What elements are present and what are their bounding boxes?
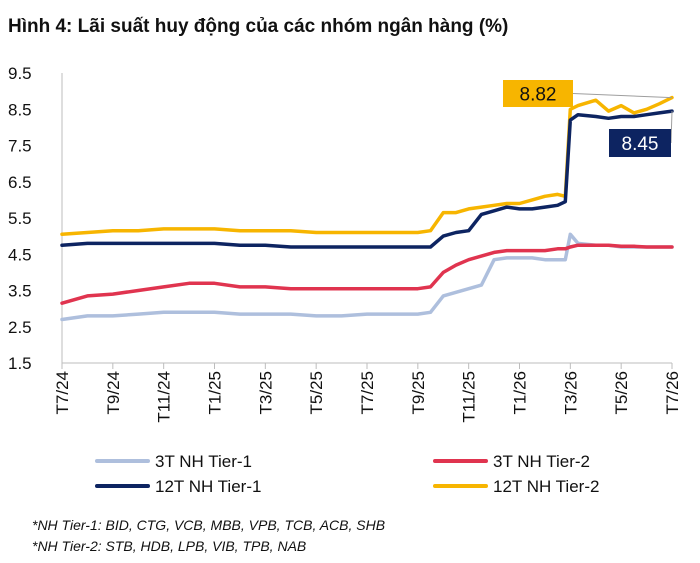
legend-label: 3T NH Tier-2 bbox=[493, 452, 590, 471]
callout-leader bbox=[572, 93, 673, 99]
y-tick-label: 8.5 bbox=[8, 100, 32, 119]
legend: 3T NH Tier-1 3T NH Tier-2 12T NH Tier-1 12T… bbox=[95, 452, 599, 496]
series-lines bbox=[60, 95, 674, 322]
series-line-12t-nh-tier-1 bbox=[60, 109, 674, 249]
legend-label: 3T NH Tier-1 bbox=[155, 452, 252, 471]
chart-title: Hình 4: Lãi suất huy động của các nhóm n… bbox=[8, 16, 509, 37]
x-tick-label: T9/25 bbox=[409, 371, 428, 414]
callout-box bbox=[503, 80, 573, 107]
legend-label: 12T NH Tier-2 bbox=[493, 477, 599, 496]
axes: 9.5 8.5 7.5 6.5 5.5 4.5 3.5 2.5 1.5 T7/24 T9/24 T11… bbox=[8, 64, 682, 423]
callout-label: 8.45 bbox=[622, 134, 659, 155]
x-tick-label: T7/25 bbox=[358, 371, 377, 414]
footnote-tier2: *NH Tier-2: STB, HDB, LPB, VIB, TPB, NAB bbox=[32, 538, 307, 554]
y-tick-label: 1.5 bbox=[8, 354, 32, 373]
y-tick-label: 2.5 bbox=[8, 318, 32, 337]
series-line-12t-nh-tier-2 bbox=[60, 95, 674, 237]
legend-label: 12T NH Tier-1 bbox=[155, 477, 261, 496]
x-tick-label: T5/25 bbox=[307, 371, 326, 414]
x-tick-label: T1/26 bbox=[511, 371, 530, 414]
y-tick-label: 7.5 bbox=[8, 137, 32, 156]
callout-label: 8.82 bbox=[520, 85, 557, 106]
x-tick-label: T1/25 bbox=[206, 371, 225, 414]
x-tick-label: T7/26 bbox=[663, 371, 682, 414]
y-tick-label: 9.5 bbox=[8, 64, 32, 83]
callouts: 8.82 8.45 bbox=[503, 80, 673, 157]
x-tick-label: T7/24 bbox=[53, 371, 72, 414]
footnotes: *NH Tier-1: BID, CTG, VCB, MBB, VPB, TCB… bbox=[32, 515, 385, 557]
y-tick-label: 5.5 bbox=[8, 209, 32, 228]
x-tick-label: T9/24 bbox=[104, 371, 123, 414]
callout-box bbox=[609, 129, 671, 157]
x-tick-label: T11/24 bbox=[155, 371, 174, 423]
x-tick-label: T11/25 bbox=[460, 371, 479, 423]
x-tick-label: T3/25 bbox=[256, 371, 275, 414]
callout-leader bbox=[670, 111, 673, 144]
y-tick-label: 4.5 bbox=[8, 245, 32, 264]
y-tick-label: 6.5 bbox=[8, 173, 32, 192]
y-tick-label: 3.5 bbox=[8, 282, 32, 301]
x-tick-label: T5/26 bbox=[612, 371, 631, 414]
footnote-tier1: *NH Tier-1: BID, CTG, VCB, MBB, VPB, TCB… bbox=[32, 517, 386, 533]
x-tick-label: T3/26 bbox=[561, 371, 580, 414]
series-line-3t-nh-tier-2 bbox=[60, 243, 674, 305]
